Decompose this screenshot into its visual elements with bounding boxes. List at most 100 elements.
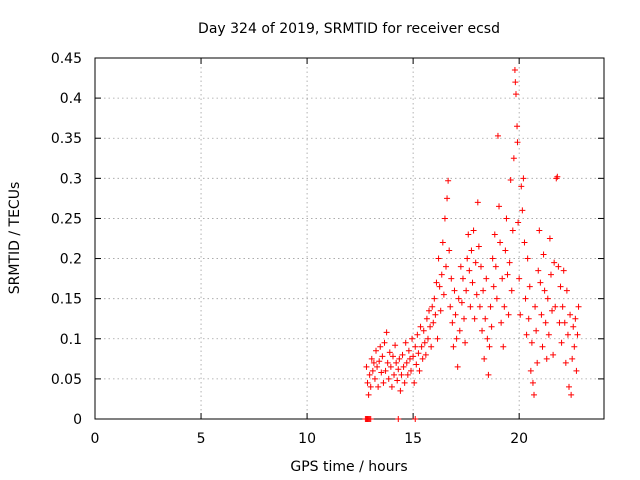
data-point [521,239,528,246]
data-point [427,323,434,330]
data-point [421,339,428,346]
data-point [449,319,456,326]
data-point [528,339,535,346]
data-point [461,315,468,322]
data-point [448,275,455,282]
data-point [437,307,444,314]
data-point [539,343,546,350]
data-point [566,383,573,390]
data-point [570,323,577,330]
x-axis-ticks: 0 5 10 15 20 [91,58,528,447]
data-point [430,319,437,326]
data-point [526,283,533,290]
data-point [472,259,479,266]
x-tick-label: 5 [197,431,206,447]
data-point [499,275,506,282]
y-tick-label: 0.3 [60,171,82,187]
data-point [547,271,554,278]
data-point [557,283,564,290]
data-point [370,359,377,366]
data-point [531,391,538,398]
data-point [560,267,567,274]
data-point [369,367,376,374]
data-point [452,311,459,318]
data-point [431,295,438,302]
data-point [533,327,540,334]
data-point [487,303,494,310]
data-point [411,379,418,386]
data-point [446,247,453,254]
data-point [435,255,442,262]
data-point [401,379,408,386]
data-point [575,303,582,310]
data-point [509,227,516,234]
data-point [488,323,495,330]
data-point [365,391,372,398]
data-point [426,307,433,314]
data-point [406,355,413,362]
data-point [405,347,412,354]
data-point [508,287,515,294]
data-point [445,177,452,184]
data-point [510,155,517,162]
data-point [373,347,380,354]
data-point [503,215,510,222]
data-point [561,319,568,326]
data-point [486,343,493,350]
data-point [554,173,561,180]
data-point [456,327,463,334]
data-point [459,275,466,282]
data-point [413,361,420,368]
data-point [424,335,431,342]
data-point [458,299,465,306]
data-point [454,363,461,370]
plot-frame [94,57,605,420]
y-tick-label: 0.05 [51,372,82,388]
data-point [395,366,402,373]
data-point [574,331,581,338]
y-tick-label: 0.2 [60,252,82,268]
y-tick-label: 0 [73,412,82,428]
data-point [504,271,511,278]
data-point [377,343,384,350]
data-point [455,295,462,302]
data-point [432,311,439,318]
data-point [511,67,518,74]
data-point [475,243,482,250]
data-point [479,327,486,334]
data-point [483,275,490,282]
data-point [484,335,491,342]
x-tick-label: 10 [298,431,316,447]
data-point [441,215,448,222]
data-point [462,339,469,346]
data-point [412,343,419,350]
x-tick-label: 15 [404,431,422,447]
data-point [450,343,457,350]
data-point [470,227,477,234]
data-point [410,353,417,360]
data-point [444,195,451,202]
data-point [436,283,443,290]
data-point [555,263,562,270]
data-point [556,319,563,326]
data-point [524,255,531,262]
data-point [384,359,391,366]
data-point [465,231,472,238]
data-point [482,315,489,322]
data-point [540,251,547,258]
data-point [514,123,521,130]
data-point [466,267,473,274]
data-point [515,219,522,226]
data-point [388,383,395,390]
data-point [364,379,371,386]
data-point [442,263,449,270]
data-point [569,355,576,362]
data-point [366,371,373,378]
data-point [393,359,400,366]
data-point [396,355,403,362]
data-point [469,279,476,286]
data-point [535,267,542,274]
data-point [383,329,390,336]
data-point [522,295,529,302]
